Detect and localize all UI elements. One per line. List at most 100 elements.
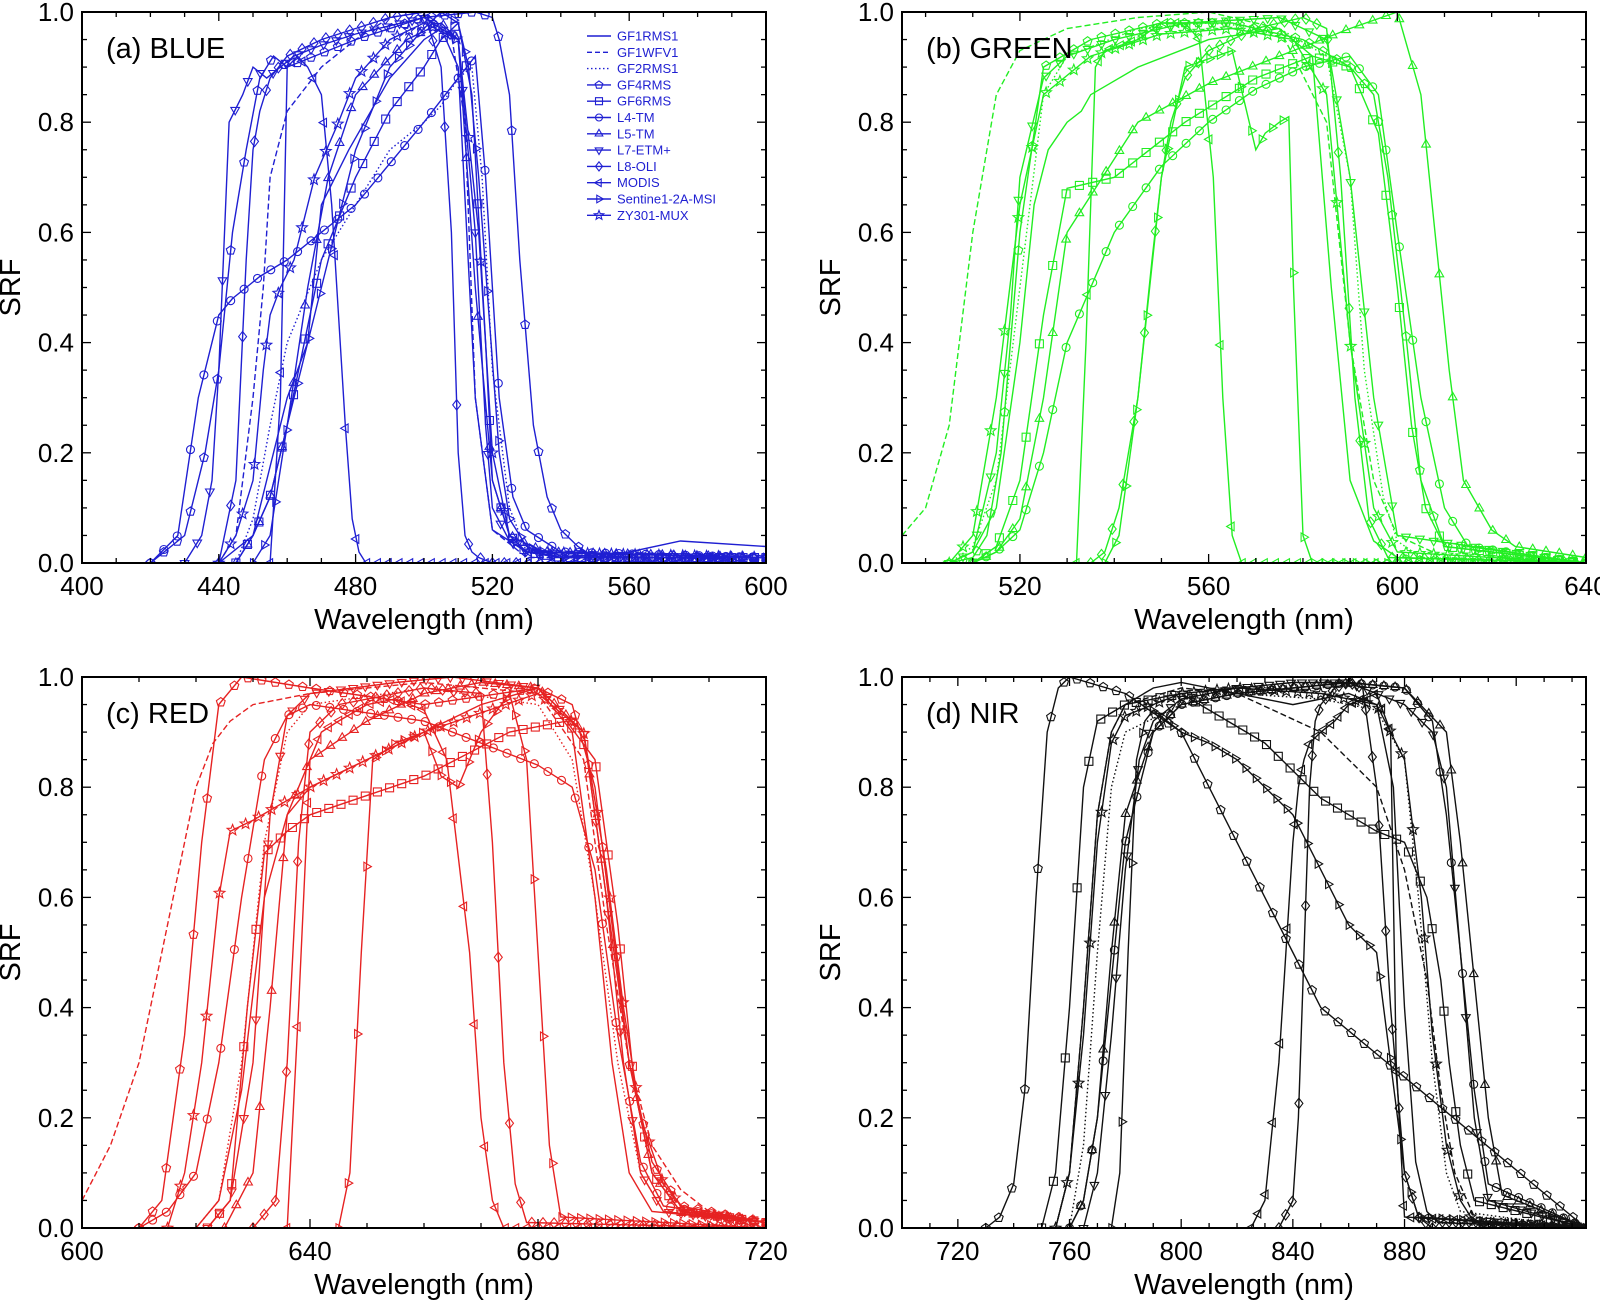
series-line-zy301-mux [1054, 687, 1586, 1228]
series-marker [433, 697, 444, 707]
series-line-l5-tm [235, 22, 766, 563]
x-axis-title: Wavelength (nm) [1134, 604, 1354, 636]
series-marker [1048, 1220, 1063, 1228]
series-marker [1502, 1190, 1513, 1201]
series-marker [159, 544, 169, 555]
series-marker [394, 735, 409, 749]
series-line-l5-tm [1068, 681, 1586, 1228]
series-marker [1108, 1222, 1118, 1228]
plot-area [902, 12, 1586, 563]
series-marker [1108, 41, 1123, 55]
series-marker [1436, 557, 1446, 563]
series-marker [1262, 15, 1273, 25]
series-marker [1482, 1193, 1493, 1203]
x-tick-label: 600 [744, 571, 787, 601]
series-marker [395, 696, 405, 707]
series-marker [293, 51, 304, 61]
series-marker [997, 323, 1012, 337]
series-marker [259, 1208, 269, 1221]
series-marker [502, 748, 512, 758]
series-marker [1493, 1200, 1504, 1210]
series-marker [1154, 212, 1164, 223]
series-marker [1101, 247, 1111, 257]
series-marker [1128, 158, 1138, 168]
series-marker [204, 488, 216, 498]
x-tick-label: 560 [1187, 571, 1230, 601]
series-marker [312, 734, 322, 745]
series-marker [1248, 86, 1258, 96]
series-marker [437, 769, 447, 781]
x-tick-label: 760 [1048, 1236, 1091, 1266]
plot-frame [901, 11, 1587, 564]
series-marker [270, 677, 281, 687]
series-marker [188, 929, 199, 939]
series-marker [394, 52, 405, 64]
series-marker [582, 1217, 593, 1228]
series-marker [1373, 421, 1384, 431]
series-marker [242, 78, 254, 88]
series-marker [199, 370, 209, 380]
x-tick-label: 640 [288, 1236, 331, 1266]
series-marker [1447, 391, 1458, 401]
series-marker [1165, 23, 1176, 33]
series-marker [1488, 557, 1499, 563]
series-marker [1357, 436, 1372, 449]
series-marker [616, 995, 630, 1009]
series-marker [1325, 688, 1340, 702]
series-marker [1515, 1168, 1526, 1179]
series-marker [175, 1190, 185, 1200]
series-line-l8-oli [252, 687, 766, 1228]
series-marker [336, 731, 348, 741]
series-marker [543, 766, 553, 777]
series-line-modis [286, 698, 766, 1228]
series-marker [433, 677, 443, 685]
series-marker [606, 552, 617, 563]
series-marker [1510, 551, 1524, 563]
legend-label: L7-ETM+ [617, 143, 671, 158]
y-tick-label: 0.4 [858, 993, 894, 1023]
plot-frame [81, 676, 767, 1229]
series-marker [1139, 727, 1149, 739]
series-line-sentine1-2a-msi [1104, 49, 1586, 563]
series-marker [1427, 731, 1439, 741]
series-marker [472, 706, 487, 720]
series-marker [1403, 847, 1414, 857]
series-marker [608, 557, 619, 563]
series-marker [1318, 679, 1330, 689]
plot-area [82, 677, 766, 1228]
series-marker [1417, 930, 1432, 944]
series-marker [1474, 1221, 1484, 1228]
series-marker [309, 36, 319, 50]
series-marker [640, 547, 654, 561]
series-marker [617, 552, 628, 563]
legend-label: GF6RMS [617, 94, 672, 109]
series-marker [406, 700, 416, 711]
series-marker [360, 791, 370, 801]
series-marker [1124, 25, 1135, 35]
series-marker [463, 537, 474, 551]
series-marker [323, 688, 335, 698]
series-marker [294, 378, 304, 389]
series-marker [506, 513, 516, 525]
series-marker [1194, 82, 1205, 92]
series-marker [339, 423, 349, 434]
series-marker [573, 541, 584, 552]
series-marker [504, 1117, 515, 1130]
series-marker [1376, 971, 1386, 982]
series-marker [274, 367, 284, 378]
series-marker [517, 531, 527, 543]
series-marker [1452, 1188, 1466, 1202]
series-marker [366, 50, 381, 64]
series-marker [1356, 817, 1366, 827]
panel-title: (d) NIR [926, 698, 1019, 730]
series-marker [1291, 557, 1302, 563]
series-marker [558, 1211, 568, 1223]
series-marker [529, 759, 539, 769]
series-marker [1020, 481, 1032, 491]
legend-marker [594, 113, 604, 122]
series-marker [663, 1209, 675, 1219]
series-marker [1206, 53, 1216, 64]
series-marker [1368, 688, 1378, 700]
series-line-l7-etm- [948, 16, 1586, 563]
series-marker [1348, 693, 1363, 707]
